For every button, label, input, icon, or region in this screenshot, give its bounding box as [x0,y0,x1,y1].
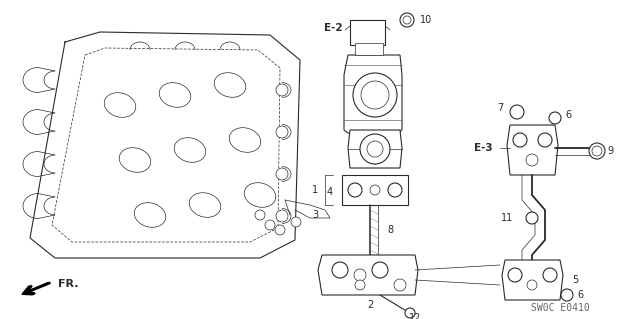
Circle shape [255,210,265,220]
Circle shape [360,134,390,164]
Circle shape [526,154,538,166]
Circle shape [355,280,365,290]
Polygon shape [348,130,402,168]
Text: 6: 6 [565,110,571,120]
Circle shape [276,126,288,138]
Text: E-3: E-3 [474,143,493,153]
Circle shape [510,105,524,119]
Circle shape [403,16,411,24]
Circle shape [372,262,388,278]
Circle shape [400,13,414,27]
Circle shape [394,279,406,291]
Circle shape [265,220,275,230]
Circle shape [348,183,362,197]
Polygon shape [507,125,558,175]
Text: 5: 5 [572,275,578,285]
Text: 7: 7 [497,103,503,113]
Circle shape [354,269,366,281]
Circle shape [332,262,348,278]
Text: 1: 1 [312,185,318,195]
Circle shape [388,183,402,197]
Text: FR.: FR. [58,279,79,289]
Circle shape [592,146,602,156]
Text: 4: 4 [327,187,333,197]
Circle shape [276,168,288,180]
Circle shape [589,143,605,159]
FancyBboxPatch shape [350,20,385,45]
FancyBboxPatch shape [355,43,383,55]
Circle shape [276,210,288,222]
Circle shape [353,73,397,117]
Circle shape [361,81,389,109]
Circle shape [549,112,561,124]
Circle shape [370,185,380,195]
Text: 10: 10 [420,15,432,25]
Text: 8: 8 [387,225,393,235]
Text: 9: 9 [607,146,613,156]
Circle shape [538,133,552,147]
Circle shape [526,212,538,224]
Circle shape [405,308,415,318]
Circle shape [291,217,301,227]
Text: 11: 11 [500,213,513,223]
Circle shape [508,268,522,282]
Text: 6: 6 [577,290,583,300]
Polygon shape [502,260,563,300]
Circle shape [276,84,288,96]
Circle shape [543,268,557,282]
Text: 2: 2 [367,300,373,310]
Circle shape [275,225,285,235]
Polygon shape [318,255,418,295]
Text: 12: 12 [409,313,421,319]
Circle shape [527,280,537,290]
Circle shape [561,289,573,301]
Text: 3: 3 [312,210,318,220]
Text: E-2: E-2 [324,23,343,33]
Circle shape [367,141,383,157]
Text: SW0C E0410: SW0C E0410 [531,303,590,313]
Polygon shape [344,55,402,133]
Polygon shape [342,175,408,205]
Circle shape [513,133,527,147]
